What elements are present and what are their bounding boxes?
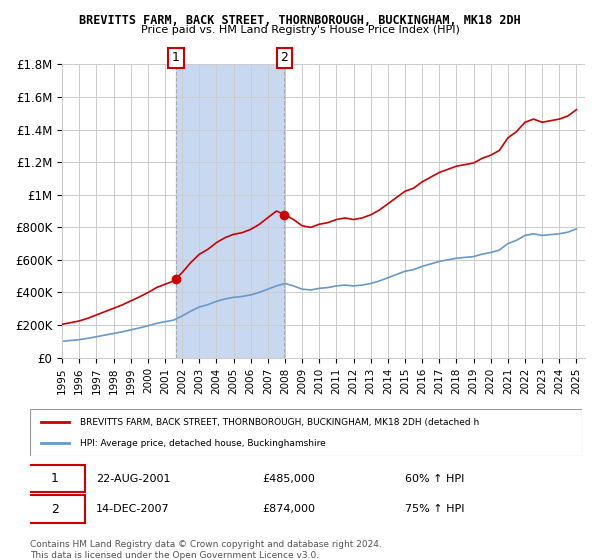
Text: 75% ↑ HPI: 75% ↑ HPI	[406, 504, 465, 514]
Text: BREVITTS FARM, BACK STREET, THORNBOROUGH, BUCKINGHAM, MK18 2DH (detached h: BREVITTS FARM, BACK STREET, THORNBOROUGH…	[80, 418, 479, 427]
Text: 2: 2	[51, 502, 59, 516]
FancyBboxPatch shape	[30, 409, 582, 456]
Text: BREVITTS FARM, BACK STREET, THORNBOROUGH, BUCKINGHAM, MK18 2DH: BREVITTS FARM, BACK STREET, THORNBOROUGH…	[79, 14, 521, 27]
Text: 60% ↑ HPI: 60% ↑ HPI	[406, 474, 465, 484]
Text: £874,000: £874,000	[262, 504, 315, 514]
Text: Price paid vs. HM Land Registry's House Price Index (HPI): Price paid vs. HM Land Registry's House …	[140, 25, 460, 35]
FancyBboxPatch shape	[25, 496, 85, 522]
Text: £485,000: £485,000	[262, 474, 315, 484]
Text: 22-AUG-2001: 22-AUG-2001	[96, 474, 171, 484]
Text: 2: 2	[280, 52, 288, 64]
FancyBboxPatch shape	[25, 465, 85, 492]
Bar	[176, 64, 284, 358]
Text: 1: 1	[172, 52, 180, 64]
Text: 1: 1	[51, 472, 59, 486]
Text: 14-DEC-2007: 14-DEC-2007	[96, 504, 170, 514]
Text: HPI: Average price, detached house, Buckinghamshire: HPI: Average price, detached house, Buck…	[80, 438, 325, 447]
Text: Contains HM Land Registry data © Crown copyright and database right 2024.
This d: Contains HM Land Registry data © Crown c…	[30, 540, 382, 560]
